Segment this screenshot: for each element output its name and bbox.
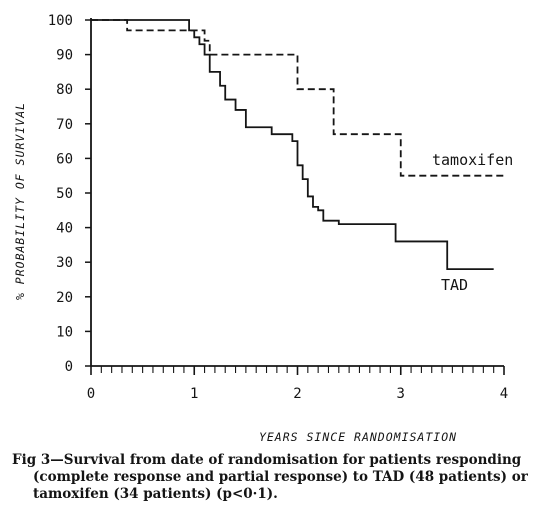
x-tick-label: 3	[397, 386, 405, 402]
y-tick-label: 10	[56, 324, 73, 340]
survival-chart: 0 10 20 30 40 50 60 70 80 90 100 0 1 2 3 4 % PROBABILITY…	[13, 13, 513, 444]
chart-labels: 0 10 20 30 40 50 60 70 80 90 100 0 1 2 3 4 % PROBABILITY…	[13, 13, 513, 444]
y-tick-label: 100	[48, 13, 73, 29]
chart-axes	[85, 18, 505, 375]
chart-series	[91, 19, 504, 271]
y-axis-title: % PROBABILITY OF SURVIVAL	[13, 102, 27, 300]
figure-caption: Fig 3—Survival from date of randomisatio…	[12, 452, 552, 503]
series-line-tamoxifen	[91, 19, 504, 177]
x-tick-label: 1	[190, 386, 198, 402]
series-label-tad: TAD	[441, 276, 468, 294]
y-tick-label: 50	[56, 186, 73, 202]
series-line-tad	[91, 19, 494, 271]
y-tick-label: 80	[56, 82, 73, 98]
caption-line-3: tamoxifen (34 patients) (p<0·1).	[33, 486, 278, 502]
y-tick-label: 40	[56, 221, 73, 237]
caption-line-2: (complete response and partial response)…	[33, 469, 528, 485]
x-tick-label: 2	[293, 386, 301, 402]
y-tick-label: 20	[56, 290, 73, 306]
y-tick-label: 90	[56, 48, 73, 64]
series-label-tamoxifen: tamoxifen	[432, 151, 513, 169]
y-tick-label: 30	[56, 255, 73, 271]
x-axis-title: YEARS SINCE RANDOMISATION	[259, 430, 457, 444]
y-tick-label: 0	[65, 359, 73, 375]
x-tick-label: 4	[500, 386, 508, 402]
caption-line-1: Fig 3—Survival from date of randomisatio…	[12, 452, 522, 468]
y-tick-label: 70	[56, 117, 73, 133]
x-tick-label: 0	[87, 386, 95, 402]
y-tick-label: 60	[56, 151, 73, 167]
